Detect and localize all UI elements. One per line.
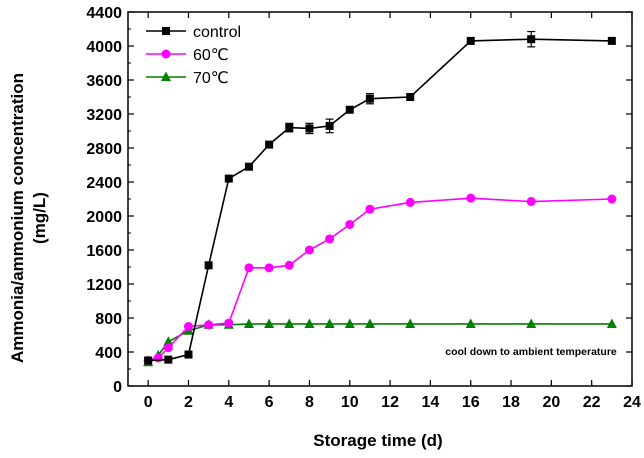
series-circle [144,194,617,365]
y-tick-label: 3200 [86,107,122,124]
data-point [366,95,374,103]
data-point [224,319,233,328]
data-point [205,261,213,269]
data-point [154,353,163,362]
series-line [148,198,612,360]
data-point [607,195,616,204]
data-point [225,175,233,183]
data-point [184,351,192,359]
legend-label: 70℃ [193,70,229,87]
legend-label: control [193,24,241,41]
y-tick-label: 4400 [86,5,122,22]
data-point [144,357,152,365]
y-tick-label: 2400 [86,175,122,192]
x-tick-label: 2 [184,394,193,411]
legend-marker [162,27,170,35]
x-tick-label: 16 [462,394,480,411]
data-point [305,124,313,132]
x-tick-label: 18 [502,394,520,411]
legend-item: 60℃ [146,47,229,64]
y-tick-label: 1200 [86,277,122,294]
x-tick-label: 22 [583,394,601,411]
series-triangle [143,318,617,366]
data-point [466,194,475,203]
data-point [164,356,172,364]
y-tick-label: 2800 [86,141,122,158]
data-point [285,261,294,270]
x-axis-title: Storage time (d) [313,431,442,450]
axes [128,12,632,386]
legend-item: 70℃ [146,70,229,87]
x-tick-label: 4 [224,394,233,411]
y-tick-label: 2000 [86,209,122,226]
legend: control 60℃ 70℃ [146,24,241,87]
data-point [184,322,193,331]
y-tick-label: 800 [95,311,122,328]
y-tick-label: 3600 [86,73,122,90]
legend-label: 60℃ [193,47,229,64]
data-point [285,124,293,132]
data-point [406,93,414,101]
legend-item: control [146,24,241,41]
data-point [164,343,173,352]
data-point [326,122,334,130]
y-tick-label: 4000 [86,39,122,56]
annotation-label: cool down to ambient temperature [445,346,617,358]
data-point [265,263,274,272]
y-tick-label: 1600 [86,243,122,260]
x-tick-label: 6 [265,394,274,411]
data-point [345,220,354,229]
data-point [608,37,616,45]
data-point [325,234,334,243]
y-tick-label: 400 [95,345,122,362]
x-tick-label: 10 [341,394,359,411]
data-point [467,37,475,45]
data-point [305,246,314,255]
data-point [346,106,354,114]
data-point [244,263,253,272]
x-tick-label: 14 [422,394,440,411]
data-point [406,198,415,207]
x-tick-label: 20 [542,394,560,411]
data-point [245,163,253,171]
data-point [527,197,536,206]
data-point [527,35,535,43]
x-tick-label: 8 [305,394,314,411]
y-tick-label: 0 [113,379,122,396]
data-point [265,141,273,149]
x-tick-label: 24 [623,394,641,411]
x-tick-label: 0 [144,394,153,411]
legend-marker [162,50,171,59]
y-axis-title: Ammonia/ammonium concentration [8,73,27,363]
data-point [365,205,374,214]
y-axis-unit: (mg/L) [30,192,49,244]
x-tick-label: 12 [381,394,399,411]
data-point [204,320,213,329]
plot-frame [128,12,632,386]
series-line [148,39,612,360]
